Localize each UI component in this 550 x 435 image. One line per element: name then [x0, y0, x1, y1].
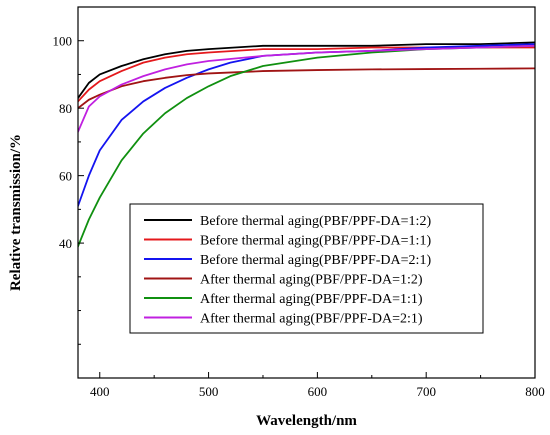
y-axis-title: Relative transmission/% [8, 134, 24, 291]
legend-label: After thermal aging(PBF/PPF-DA=1:2) [200, 273, 423, 288]
x-tick-label: 400 [90, 384, 110, 399]
axis-layer: 400 500 600 700 800 40 60 80 100 [53, 34, 545, 399]
plot-frame [77, 6, 536, 379]
y-tick-label: 60 [59, 169, 72, 184]
legend-label: After thermal aging(PBF/PPF-DA=2:1) [200, 312, 423, 327]
x-tick-label: 500 [199, 384, 219, 399]
legend: Before thermal aging(PBF/PPF-DA=1:2) Befo… [129, 203, 484, 334]
x-tick-label: 800 [525, 384, 545, 399]
y-tick-label: 80 [59, 101, 72, 116]
y-tick-label: 40 [59, 236, 72, 251]
y-tick-label: 100 [53, 34, 73, 49]
legend-label: After thermal aging(PBF/PPF-DA=1:1) [200, 292, 423, 307]
legend-box [129, 203, 484, 334]
legend-label: Before thermal aging(PBF/PPF-DA=2:1) [200, 253, 431, 268]
legend-label: Before thermal aging(PBF/PPF-DA=1:2) [200, 214, 431, 229]
x-tick-label: 700 [416, 384, 436, 399]
x-tick-label: 600 [308, 384, 328, 399]
series-line-6 [78, 44, 535, 133]
x-axis-title: Wavelength/nm [256, 413, 357, 429]
series-line-1 [78, 41, 535, 99]
series-line-3 [78, 43, 535, 207]
legend-label: Before thermal aging(PBF/PPF-DA=1:1) [200, 234, 431, 249]
series-layer [78, 41, 535, 248]
series-line-4 [78, 67, 535, 110]
